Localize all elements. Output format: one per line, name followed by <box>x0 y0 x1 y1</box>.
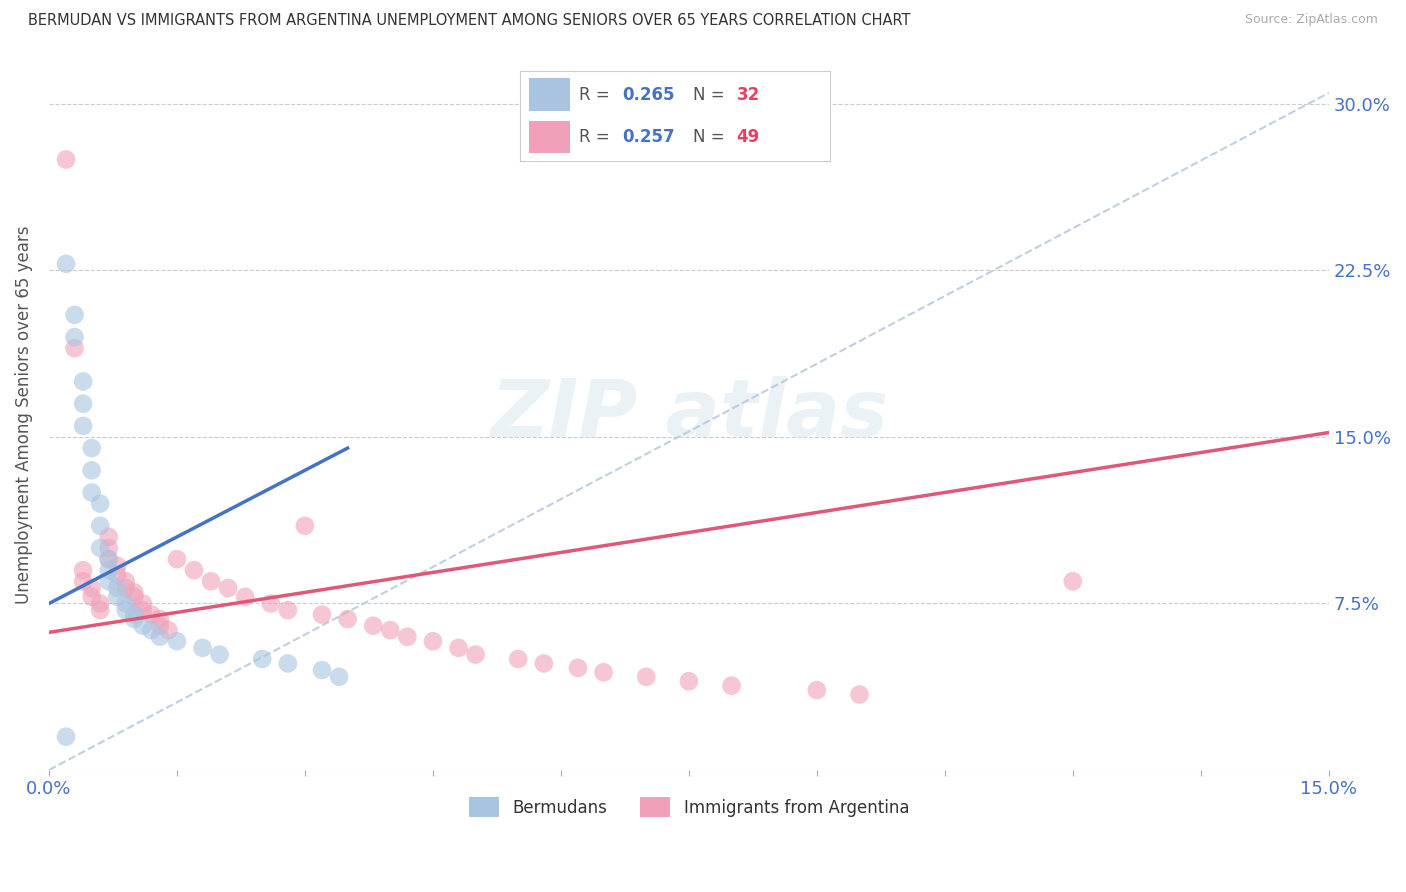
Point <box>806 683 828 698</box>
Point <box>72 418 94 433</box>
Text: BERMUDAN VS IMMIGRANTS FROM ARGENTINA UNEMPLOYMENT AMONG SENIORS OVER 65 YEARS C: BERMUDAN VS IMMIGRANTS FROM ARGENTINA UN… <box>28 13 911 29</box>
Point <box>260 597 283 611</box>
Point <box>80 441 103 455</box>
Point <box>592 665 614 680</box>
Point <box>114 574 136 589</box>
Point <box>124 607 146 622</box>
Point <box>132 618 155 632</box>
Point <box>89 497 111 511</box>
Point <box>1062 574 1084 589</box>
Text: 49: 49 <box>737 128 761 146</box>
Point <box>149 612 172 626</box>
Point <box>132 597 155 611</box>
Point <box>183 563 205 577</box>
Point <box>141 623 163 637</box>
Point <box>105 590 128 604</box>
Point <box>149 630 172 644</box>
Point <box>678 674 700 689</box>
Point <box>89 541 111 555</box>
Point <box>217 581 239 595</box>
Point <box>80 485 103 500</box>
Point <box>141 607 163 622</box>
Point <box>114 603 136 617</box>
Point <box>72 397 94 411</box>
Legend: Bermudans, Immigrants from Argentina: Bermudans, Immigrants from Argentina <box>460 789 917 826</box>
Point <box>124 612 146 626</box>
Point <box>277 657 299 671</box>
Point <box>72 375 94 389</box>
Text: ZIP atlas: ZIP atlas <box>489 376 889 454</box>
Point <box>80 581 103 595</box>
Point <box>311 663 333 677</box>
Text: N =: N = <box>693 86 730 103</box>
Point <box>80 590 103 604</box>
Point <box>55 730 77 744</box>
Point <box>97 530 120 544</box>
Point <box>124 590 146 604</box>
Point <box>97 541 120 555</box>
Point <box>97 574 120 589</box>
Point <box>233 590 256 604</box>
Point <box>97 552 120 566</box>
Point <box>447 640 470 655</box>
Point <box>97 563 120 577</box>
Point <box>114 581 136 595</box>
Point <box>336 612 359 626</box>
Point <box>252 652 274 666</box>
Point <box>311 607 333 622</box>
Bar <box>530 121 569 153</box>
Y-axis label: Unemployment Among Seniors over 65 years: Unemployment Among Seniors over 65 years <box>15 226 32 604</box>
Point <box>191 640 214 655</box>
Point <box>55 153 77 167</box>
Point <box>105 581 128 595</box>
Point <box>63 308 86 322</box>
Point <box>277 603 299 617</box>
Text: R =: R = <box>579 128 614 146</box>
Bar <box>530 78 569 111</box>
Point <box>208 648 231 662</box>
Point <box>63 330 86 344</box>
Text: Source: ZipAtlas.com: Source: ZipAtlas.com <box>1244 13 1378 27</box>
Point <box>63 341 86 355</box>
Point <box>200 574 222 589</box>
Point <box>533 657 555 671</box>
Text: 0.257: 0.257 <box>623 128 675 146</box>
Text: N =: N = <box>693 128 730 146</box>
Point <box>105 558 128 573</box>
Point <box>361 618 384 632</box>
Point <box>149 618 172 632</box>
Point <box>636 670 658 684</box>
Point <box>72 563 94 577</box>
Point <box>97 552 120 566</box>
Point <box>848 688 870 702</box>
Point <box>114 597 136 611</box>
Point <box>55 257 77 271</box>
Point <box>166 634 188 648</box>
Point <box>508 652 530 666</box>
Point <box>89 518 111 533</box>
Point <box>166 552 188 566</box>
Point <box>396 630 419 644</box>
Text: 0.265: 0.265 <box>623 86 675 103</box>
Point <box>80 463 103 477</box>
Point <box>294 518 316 533</box>
Point <box>89 597 111 611</box>
Point <box>105 567 128 582</box>
Point <box>328 670 350 684</box>
Point <box>720 679 742 693</box>
Point <box>422 634 444 648</box>
Point <box>132 603 155 617</box>
Point <box>157 623 180 637</box>
Text: 32: 32 <box>737 86 761 103</box>
Point <box>89 603 111 617</box>
Point <box>464 648 486 662</box>
Point <box>380 623 402 637</box>
Point <box>72 574 94 589</box>
Point <box>124 585 146 599</box>
Point <box>567 661 589 675</box>
Text: R =: R = <box>579 86 614 103</box>
